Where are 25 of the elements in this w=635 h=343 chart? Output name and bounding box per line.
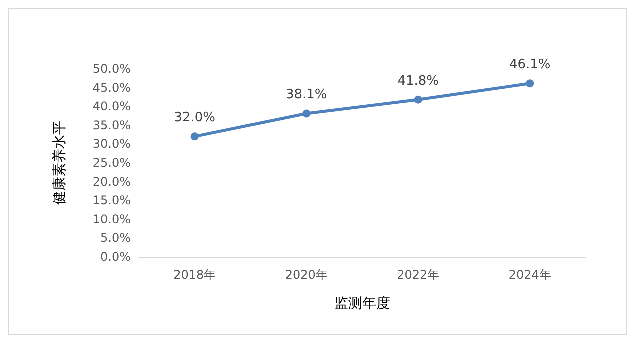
x-tick-label: 2020年 (285, 268, 328, 282)
y-tick-label: 30.0% (92, 137, 131, 152)
x-tick-label: 2022年 (397, 268, 440, 282)
y-tick-label: 35.0% (92, 118, 131, 132)
y-tick-label: 10.0% (92, 212, 131, 226)
y-tick-label: 20.0% (92, 174, 131, 189)
y-tick-label: 45.0% (92, 80, 131, 95)
y-tick-label: 40.0% (92, 100, 131, 114)
y-axis-title: 健康素养水平 (52, 121, 68, 205)
point (190, 132, 199, 141)
y-tick-label: 0.0% (100, 250, 131, 264)
y-tick-label: 15.0% (92, 194, 131, 208)
y-tick-label: 5.0% (100, 231, 131, 246)
text: 38.1% (286, 88, 328, 103)
y-tick-label: 50.0% (92, 62, 131, 76)
x-tick-label: 2018年 (174, 268, 216, 282)
text: 32.0% (174, 110, 216, 126)
text: 41.8% (398, 74, 440, 89)
point (414, 96, 422, 104)
x-tick-label: 2024年 (508, 268, 552, 282)
y-tick-label: 25.0% (92, 156, 131, 170)
point (526, 80, 534, 88)
point (302, 110, 311, 118)
x-axis-title: 监测年度 (334, 296, 390, 312)
text: 46.1% (509, 58, 551, 73)
